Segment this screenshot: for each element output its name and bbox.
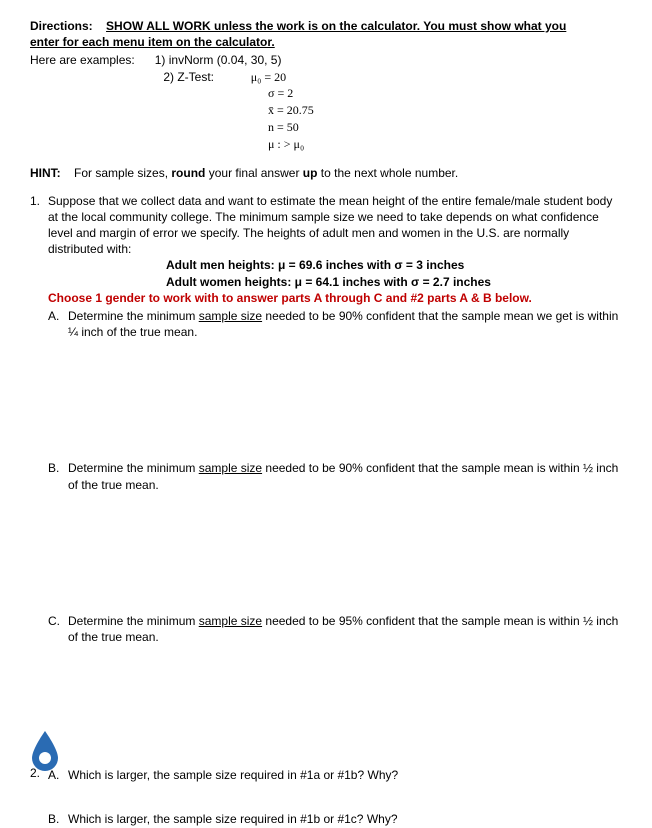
q1-body: Suppose that we collect data and want to…: [48, 193, 622, 645]
q2b-text: Which is larger, the sample size require…: [68, 811, 622, 827]
question-1: 1. Suppose that we collect data and want…: [30, 193, 622, 645]
directions-block: Directions: SHOW ALL WORK unless the wor…: [30, 18, 622, 34]
q1c-body: Determine the minimum sample size needed…: [68, 613, 622, 645]
q2b-letter: B.: [48, 811, 68, 827]
hint-block: HINT: For sample sizes, round your final…: [30, 165, 622, 181]
drop-icon: [28, 729, 62, 775]
hint-text-a: For sample sizes,: [74, 166, 171, 180]
q1a-text-a: Determine the minimum: [68, 309, 199, 323]
q1a-body: Determine the minimum sample size needed…: [68, 308, 622, 340]
ztest-n: n = 50: [268, 119, 622, 135]
ztest-hyp: μ : > μ₀: [268, 136, 622, 152]
hint-text-b: your final answer: [205, 166, 302, 180]
directions-line2: enter for each menu item on the calculat…: [30, 34, 622, 50]
directions-line1: SHOW ALL WORK unless the work is on the …: [106, 19, 566, 33]
q1a-ul: sample size: [199, 309, 262, 323]
ztest-sigma: σ = 2: [268, 85, 622, 101]
q1-intro: Suppose that we collect data and want to…: [48, 193, 622, 258]
question-2: 2. A. Which is larger, the sample size r…: [30, 765, 622, 827]
q1b-letter: B.: [48, 460, 68, 492]
q1-part-a: A. Determine the minimum sample size nee…: [48, 308, 622, 340]
ztest-xbar: x̄ = 20.75: [268, 102, 622, 118]
q1-women: Adult women heights: μ = 64.1 inches wit…: [48, 274, 622, 290]
q1c-letter: C.: [48, 613, 68, 645]
example-1: 1) invNorm (0.04, 30, 5): [155, 53, 282, 67]
q2-body: A. Which is larger, the sample size requ…: [48, 765, 622, 827]
q1-number: 1.: [30, 193, 48, 645]
q1c-text-a: Determine the minimum: [68, 614, 199, 628]
examples-block: Here are examples: 1) invNorm (0.04, 30,…: [30, 52, 622, 68]
hint-bold1: round: [171, 166, 205, 180]
ztest-params: σ = 2 x̄ = 20.75 n = 50 μ : > μ₀: [30, 85, 622, 153]
q1-part-b: B. Determine the minimum sample size nee…: [48, 460, 622, 492]
q1c-ul: sample size: [199, 614, 262, 628]
q1-choose: Choose 1 gender to work with to answer p…: [48, 290, 622, 306]
q1b-ul: sample size: [199, 461, 262, 475]
example-2-label: 2) Z-Test:: [163, 70, 214, 84]
ztest-mu0: μ₀ = 20: [251, 70, 286, 84]
examples-lead: Here are examples:: [30, 53, 135, 67]
hint-text-c: to the next whole number.: [317, 166, 458, 180]
directions-label: Directions:: [30, 19, 93, 33]
hint-label: HINT:: [30, 166, 61, 180]
q1b-body: Determine the minimum sample size needed…: [68, 460, 622, 492]
hint-bold2: up: [303, 166, 318, 180]
q1a-letter: A.: [48, 308, 68, 340]
example-2-row: 2) Z-Test: μ₀ = 20: [30, 69, 622, 85]
q2-part-b: B. Which is larger, the sample size requ…: [48, 811, 622, 827]
q1b-text-a: Determine the minimum: [68, 461, 199, 475]
q1-part-c: C. Determine the minimum sample size nee…: [48, 613, 622, 645]
q1-men: Adult men heights: μ = 69.6 inches with …: [48, 257, 622, 273]
